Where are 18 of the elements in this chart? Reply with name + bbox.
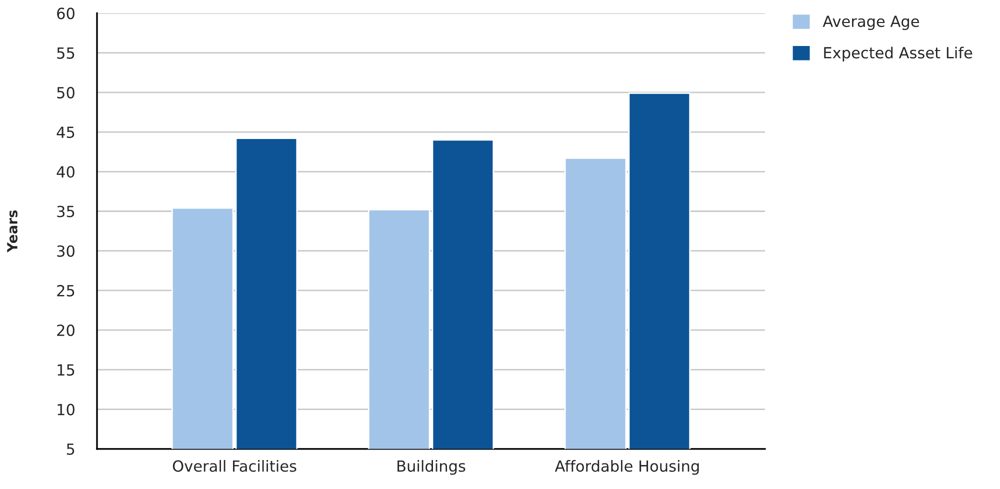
x-tick-label: Buildings (398, 460, 466, 475)
y-tick-label: 60 (57, 8, 74, 20)
y-tick-label: 10 (58, 404, 74, 416)
y-tick-label: 45 (56, 126, 74, 138)
y-tick-label: 25 (57, 284, 74, 296)
y-tick-label: 30 (57, 245, 74, 257)
legend-label: Average Age (822, 16, 919, 30)
y-tick-label: 35 (57, 206, 74, 218)
y-tick-label: 55 (57, 47, 74, 59)
legend-label: Expected Asset Life (824, 46, 972, 62)
y-tick-label: 20 (57, 324, 74, 336)
y-tick-label: 5 (66, 444, 74, 455)
y-tick-label: 50 (57, 86, 74, 98)
y-axis-title: Years (7, 210, 18, 253)
x-tick-label: Overall Facilities (172, 460, 296, 472)
y-tick-label: 40 (56, 166, 74, 178)
y-tick-label: 15 (58, 364, 74, 376)
x-tick-label: Affordable Housing (554, 460, 699, 475)
